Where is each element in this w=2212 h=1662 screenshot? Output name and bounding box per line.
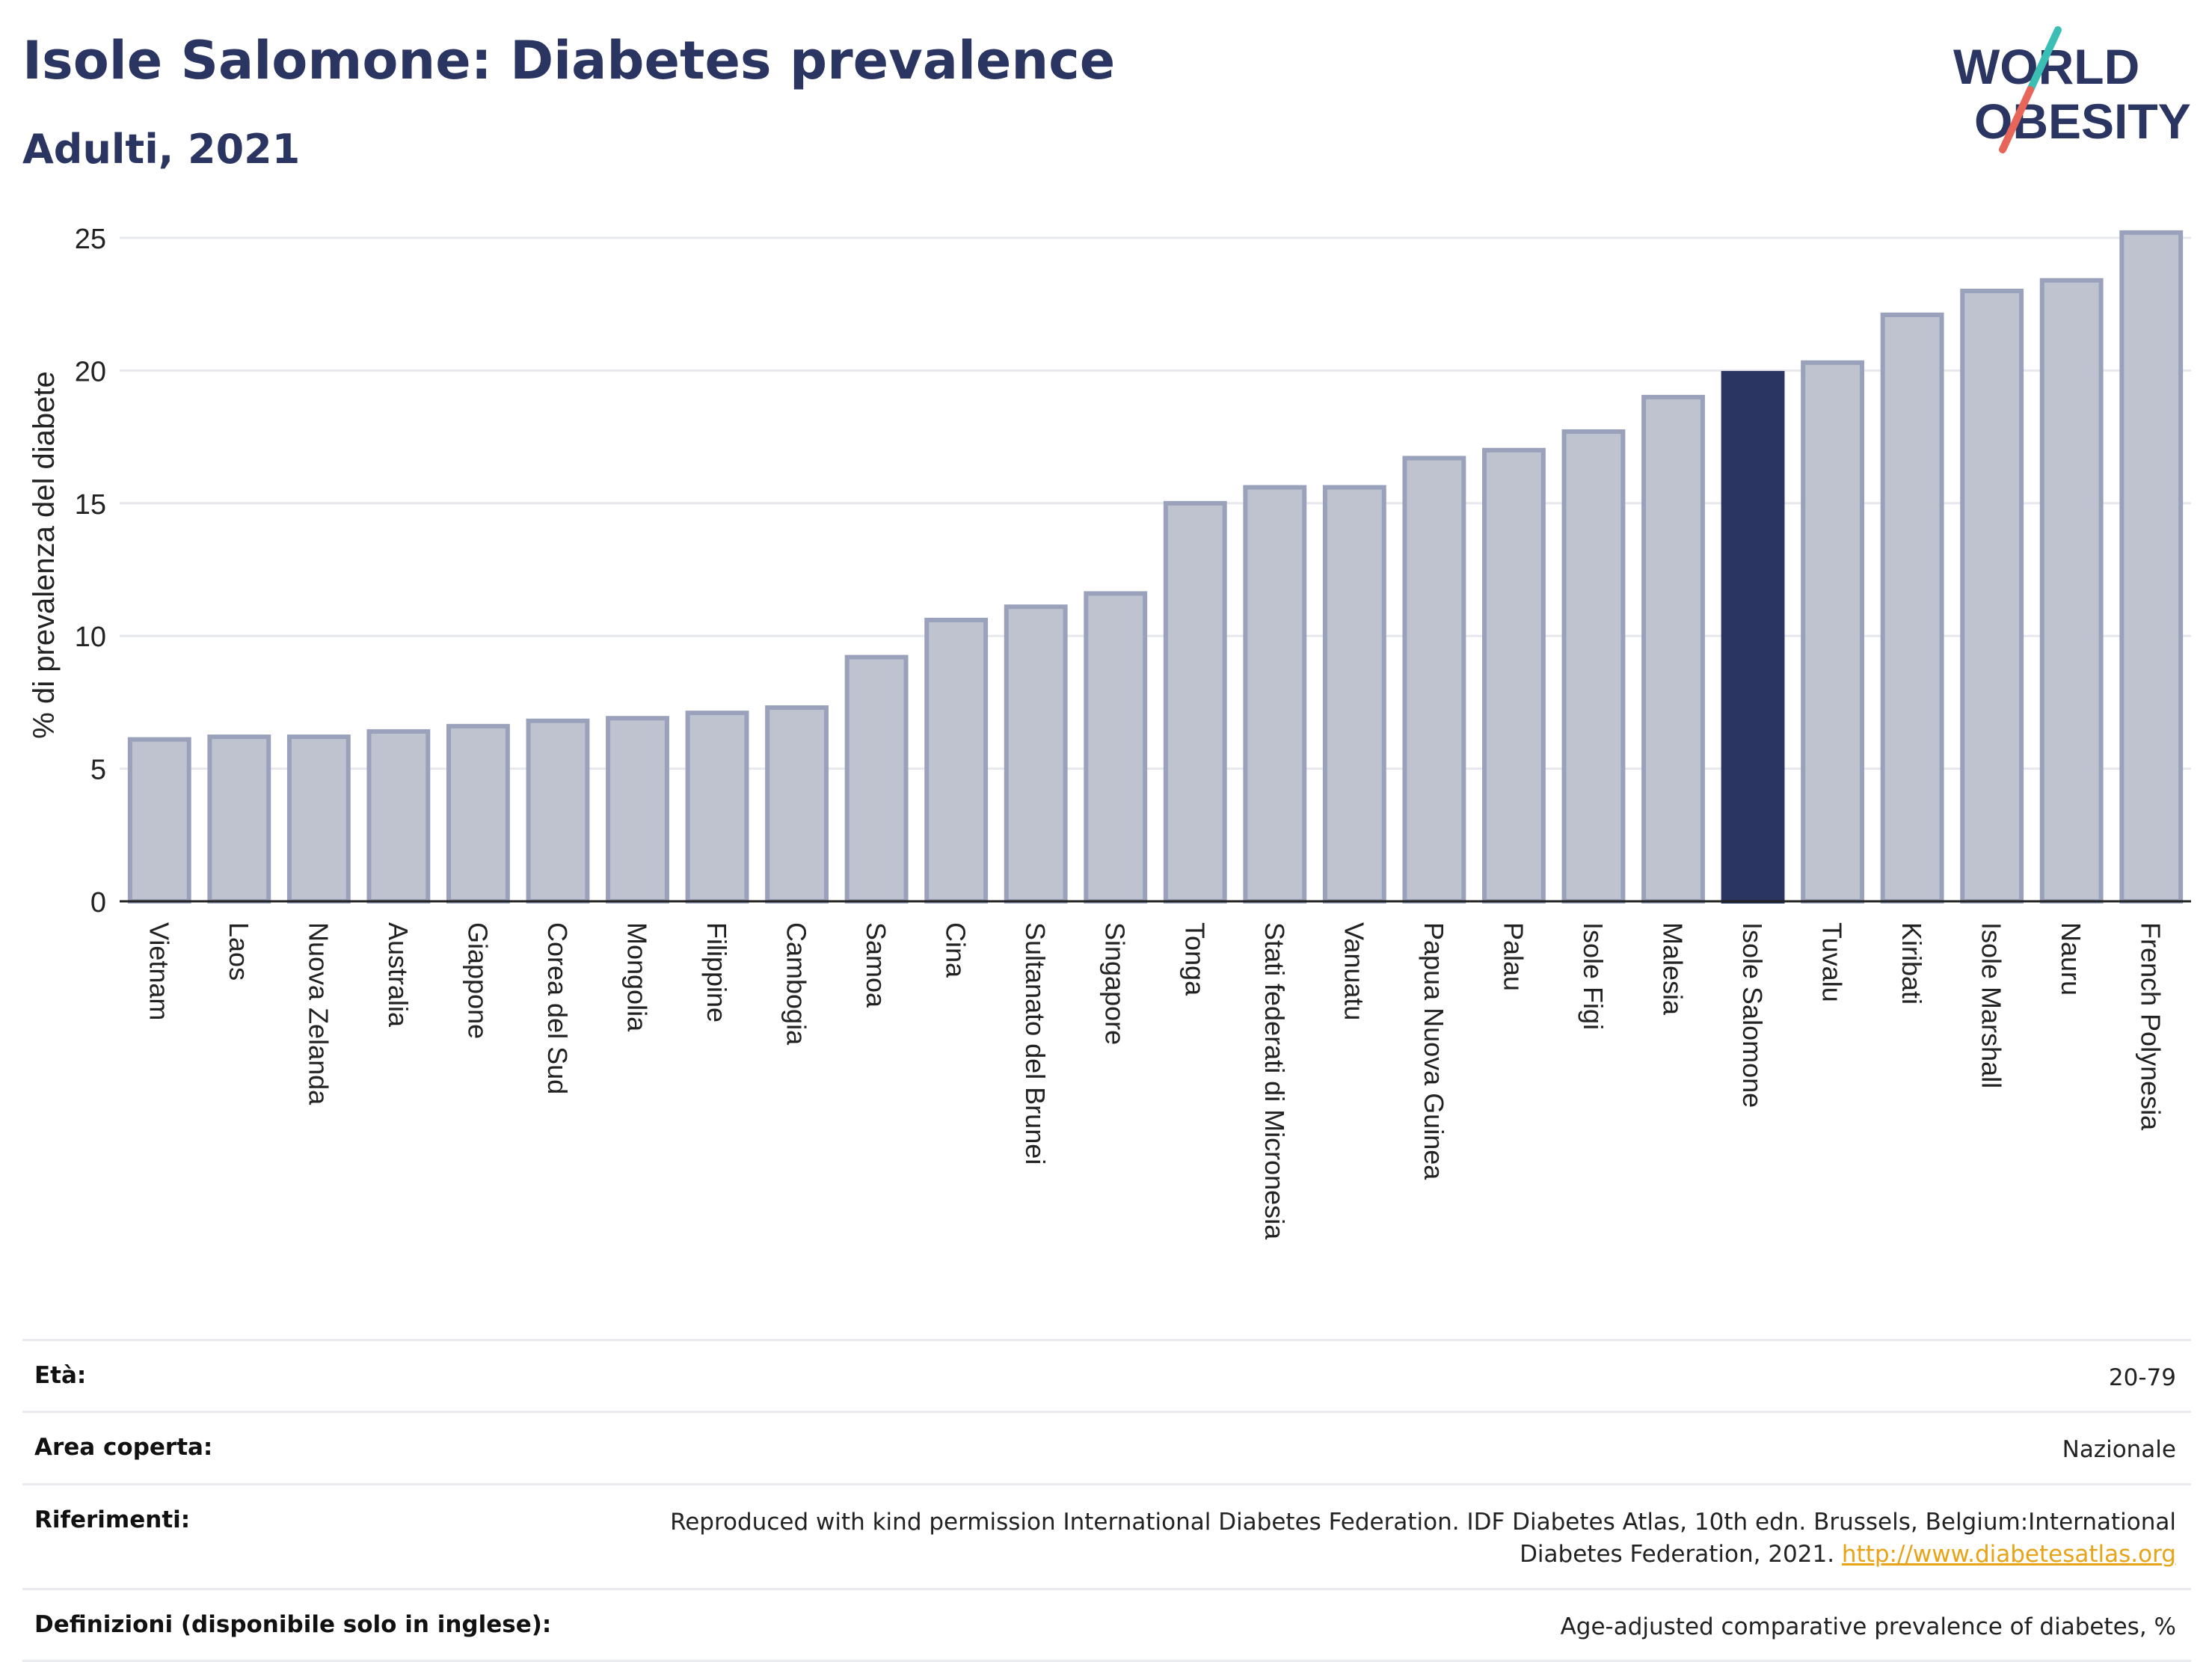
y-tick-label: 0 (90, 887, 106, 919)
bar-papua-nuova-guinea[interactable] (1402, 456, 1466, 904)
meta-defs-label: Definizioni (disponibile solo in inglese… (34, 1610, 552, 1638)
bar-mongolia[interactable] (606, 716, 669, 904)
x-tick-label: Isole Marshall (1976, 922, 2007, 1088)
y-tick-label: 15 (75, 489, 106, 521)
meta-age-value: 20-79 (2108, 1364, 2176, 1391)
slash-logo-icon (1999, 26, 2062, 153)
x-tick-label: Laos (224, 922, 254, 981)
bar-tuvalu[interactable] (1801, 360, 1864, 904)
meta-row-age: Età: 20-79 (22, 1339, 2191, 1411)
meta-age-label: Età: (34, 1362, 87, 1389)
x-tick-label: Tonga (1179, 922, 1210, 996)
x-tick-label: Sultanato del Brunei (1020, 922, 1051, 1165)
bar-filippine[interactable] (685, 711, 749, 904)
x-tick-label: Filippine (701, 922, 732, 1022)
bar-sultanato-del-brunei[interactable] (1004, 604, 1068, 904)
bar-samoa[interactable] (844, 654, 909, 904)
y-axis-label: % di prevalenza del diabete (28, 371, 61, 738)
x-tick-label: Tuvalu (1817, 922, 1848, 1002)
x-tick-label: Vietnam (144, 922, 174, 1020)
meta-refs-value: Reproduced with kind permission Internat… (670, 1508, 2176, 1569)
bar-cambogia[interactable] (765, 705, 829, 904)
bar-kiribati[interactable] (1880, 312, 1944, 904)
x-tick-label: Stati federati di Micronesia (1259, 922, 1290, 1240)
metadata-table: Età: 20-79 Area coperta: Nazionale Rifer… (22, 1339, 2191, 1662)
axes: 0 5 10 15 20 25 Vietnam Laos Nuova Zelanda Austra… (75, 224, 2191, 1240)
bar-singapore[interactable] (1084, 591, 1148, 904)
bar-isole-salomone[interactable] (1721, 370, 1785, 904)
meta-defs-value: Age-adjusted comparative prevalence of d… (1560, 1613, 2176, 1640)
bar-chart: 0 5 10 15 20 25 Vietnam Laos Nuova Zelanda Austra… (28, 224, 2191, 1240)
x-tick-label: Giappone (462, 922, 493, 1039)
x-tick-label: Corea del Sud (542, 922, 573, 1094)
x-tick-label: Australia (383, 922, 414, 1028)
bar-nauru[interactable] (2039, 277, 2104, 904)
chart-subtitle: Adulti, 2021 (22, 126, 301, 173)
bar-tonga[interactable] (1163, 500, 1227, 904)
x-tick-label: Papua Nuova Guinea (1419, 922, 1449, 1180)
x-tick-label: Malesia (1658, 922, 1689, 1016)
bar-nuova-zelanda[interactable] (286, 735, 351, 904)
y-tick-label: 20 (75, 356, 106, 387)
diabetes-atlas-link[interactable]: http://www.diabetesatlas.org (1841, 1541, 2176, 1569)
x-tick-label: Palau (1498, 922, 1529, 991)
x-tick-label: French Polynesia (2136, 922, 2166, 1131)
bar-malesia[interactable] (1641, 394, 1705, 904)
bar-giappone[interactable] (446, 723, 510, 904)
meta-refs-label: Riferimenti: (34, 1506, 191, 1533)
bar-isole-figi[interactable] (1561, 429, 1626, 904)
x-tick-label: Samoa (861, 922, 891, 1008)
bar-isole-marshall[interactable] (1960, 288, 2024, 904)
y-tick-label: 10 (75, 622, 106, 653)
x-tick-label: Isole Salomone (1737, 922, 1768, 1108)
meta-row-definitions: Definizioni (disponibile solo in inglese… (22, 1587, 2191, 1662)
bar-corea-del-sud[interactable] (526, 718, 590, 904)
meta-area-label: Area coperta: (34, 1434, 213, 1462)
x-tick-label: Cambogia (781, 922, 812, 1046)
x-tick-label: Nauru (2056, 922, 2086, 996)
bar-vanuatu[interactable] (1322, 485, 1386, 904)
grid-lines (120, 236, 2191, 770)
bar-palau[interactable] (1482, 447, 1546, 904)
world-obesity-logo[interactable]: WORLD OBESITY (1944, 22, 2199, 157)
x-tick-label: Nuova Zelanda (303, 922, 334, 1106)
chart-title: Isole Salomone: Diabetes prevalence (22, 30, 1116, 91)
bar-stati-federati-di-micronesia[interactable] (1243, 485, 1307, 904)
x-tick-label: Isole Figi (1578, 922, 1609, 1030)
meta-refs-value-wrap: Reproduced with kind permission Internat… (643, 1506, 2176, 1571)
meta-row-references: Riferimenti: Reproduced with kind permis… (22, 1482, 2191, 1588)
bar-cina[interactable] (924, 617, 989, 904)
x-tick-label: Cina (941, 922, 971, 978)
y-tick-label: 25 (75, 224, 106, 255)
x-tick-label: Kiribati (1896, 922, 1927, 1005)
bars (127, 230, 2184, 904)
bar-french-polynesia[interactable] (2119, 230, 2184, 904)
x-tick-label: Mongolia (622, 922, 653, 1032)
bar-australia[interactable] (366, 729, 431, 904)
meta-row-area: Area coperta: Nazionale (22, 1411, 2191, 1482)
bar-vietnam[interactable] (127, 737, 191, 904)
bar-laos[interactable] (207, 735, 271, 904)
x-tick-label: Vanuatu (1339, 922, 1369, 1020)
x-tick-label: Singapore (1100, 922, 1131, 1045)
meta-area-value: Nazionale (2062, 1436, 2176, 1464)
y-tick-label: 5 (90, 755, 106, 786)
